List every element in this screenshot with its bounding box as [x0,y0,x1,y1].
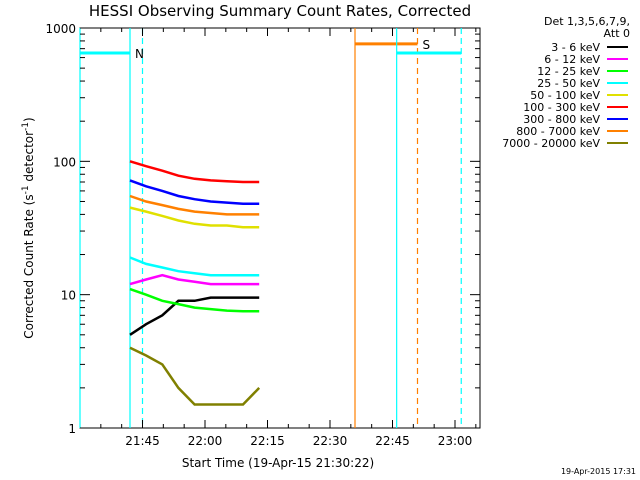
legend-label: 3 - 6 keV [551,41,600,54]
x-tick-label: 21:45 [125,434,160,448]
series-lines [129,160,261,406]
legend-header-line2: Att 0 [604,27,630,40]
legend-label: 50 - 100 keV [530,89,600,102]
series-line [129,179,260,206]
legend-label: 7000 - 20000 keV [502,137,600,150]
plot-frame [79,27,481,429]
attenuator-flags: NS [79,28,462,428]
legend-label: 800 - 7000 keV [516,125,600,138]
series-line [129,287,260,313]
series-line [129,296,260,336]
plot-border [79,27,481,429]
y-axis-label: Corrected Count Rate (s-1 detector-1) [21,117,36,338]
series-line [129,194,260,216]
legend-label: 100 - 300 keV [523,101,600,114]
series-line [129,256,260,277]
x-tick-label: 22:00 [188,434,223,448]
y-tick-label: 1000 [45,22,76,36]
legend-header-line1: Det 1,3,5,6,7,9, [544,15,630,28]
legend-label: 12 - 25 keV [537,65,600,78]
y-tick-label: 10 [61,289,76,303]
series-line [129,346,261,406]
x-axis-label: Start Time (19-Apr-15 21:30:22) [182,456,374,470]
legend-label: 6 - 12 keV [544,53,600,66]
y-tick-label: 1 [68,422,76,436]
x-tick-label: 22:30 [313,434,348,448]
series-line [129,160,260,184]
legend-label: 300 - 800 keV [523,113,600,126]
series-line [129,273,260,286]
axes: 21:45 22:00 22:15 22:30 22:45 23:00 1000 100 10 1 [45,22,480,448]
chart-title: HESSI Observing Summary Count Rates, Cor… [89,2,471,20]
series-line [129,206,260,229]
flag-label: N [135,47,144,61]
x-tick-label: 22:45 [375,434,410,448]
x-tick-label: 22:15 [250,434,285,448]
y-tick-label: 100 [53,155,76,169]
flag-label: S [423,38,431,52]
footer-stamp: 19-Apr-2015 17:31 [561,467,636,476]
legend-label: 25 - 50 keV [537,77,600,90]
x-tick-label: 23:00 [438,434,473,448]
